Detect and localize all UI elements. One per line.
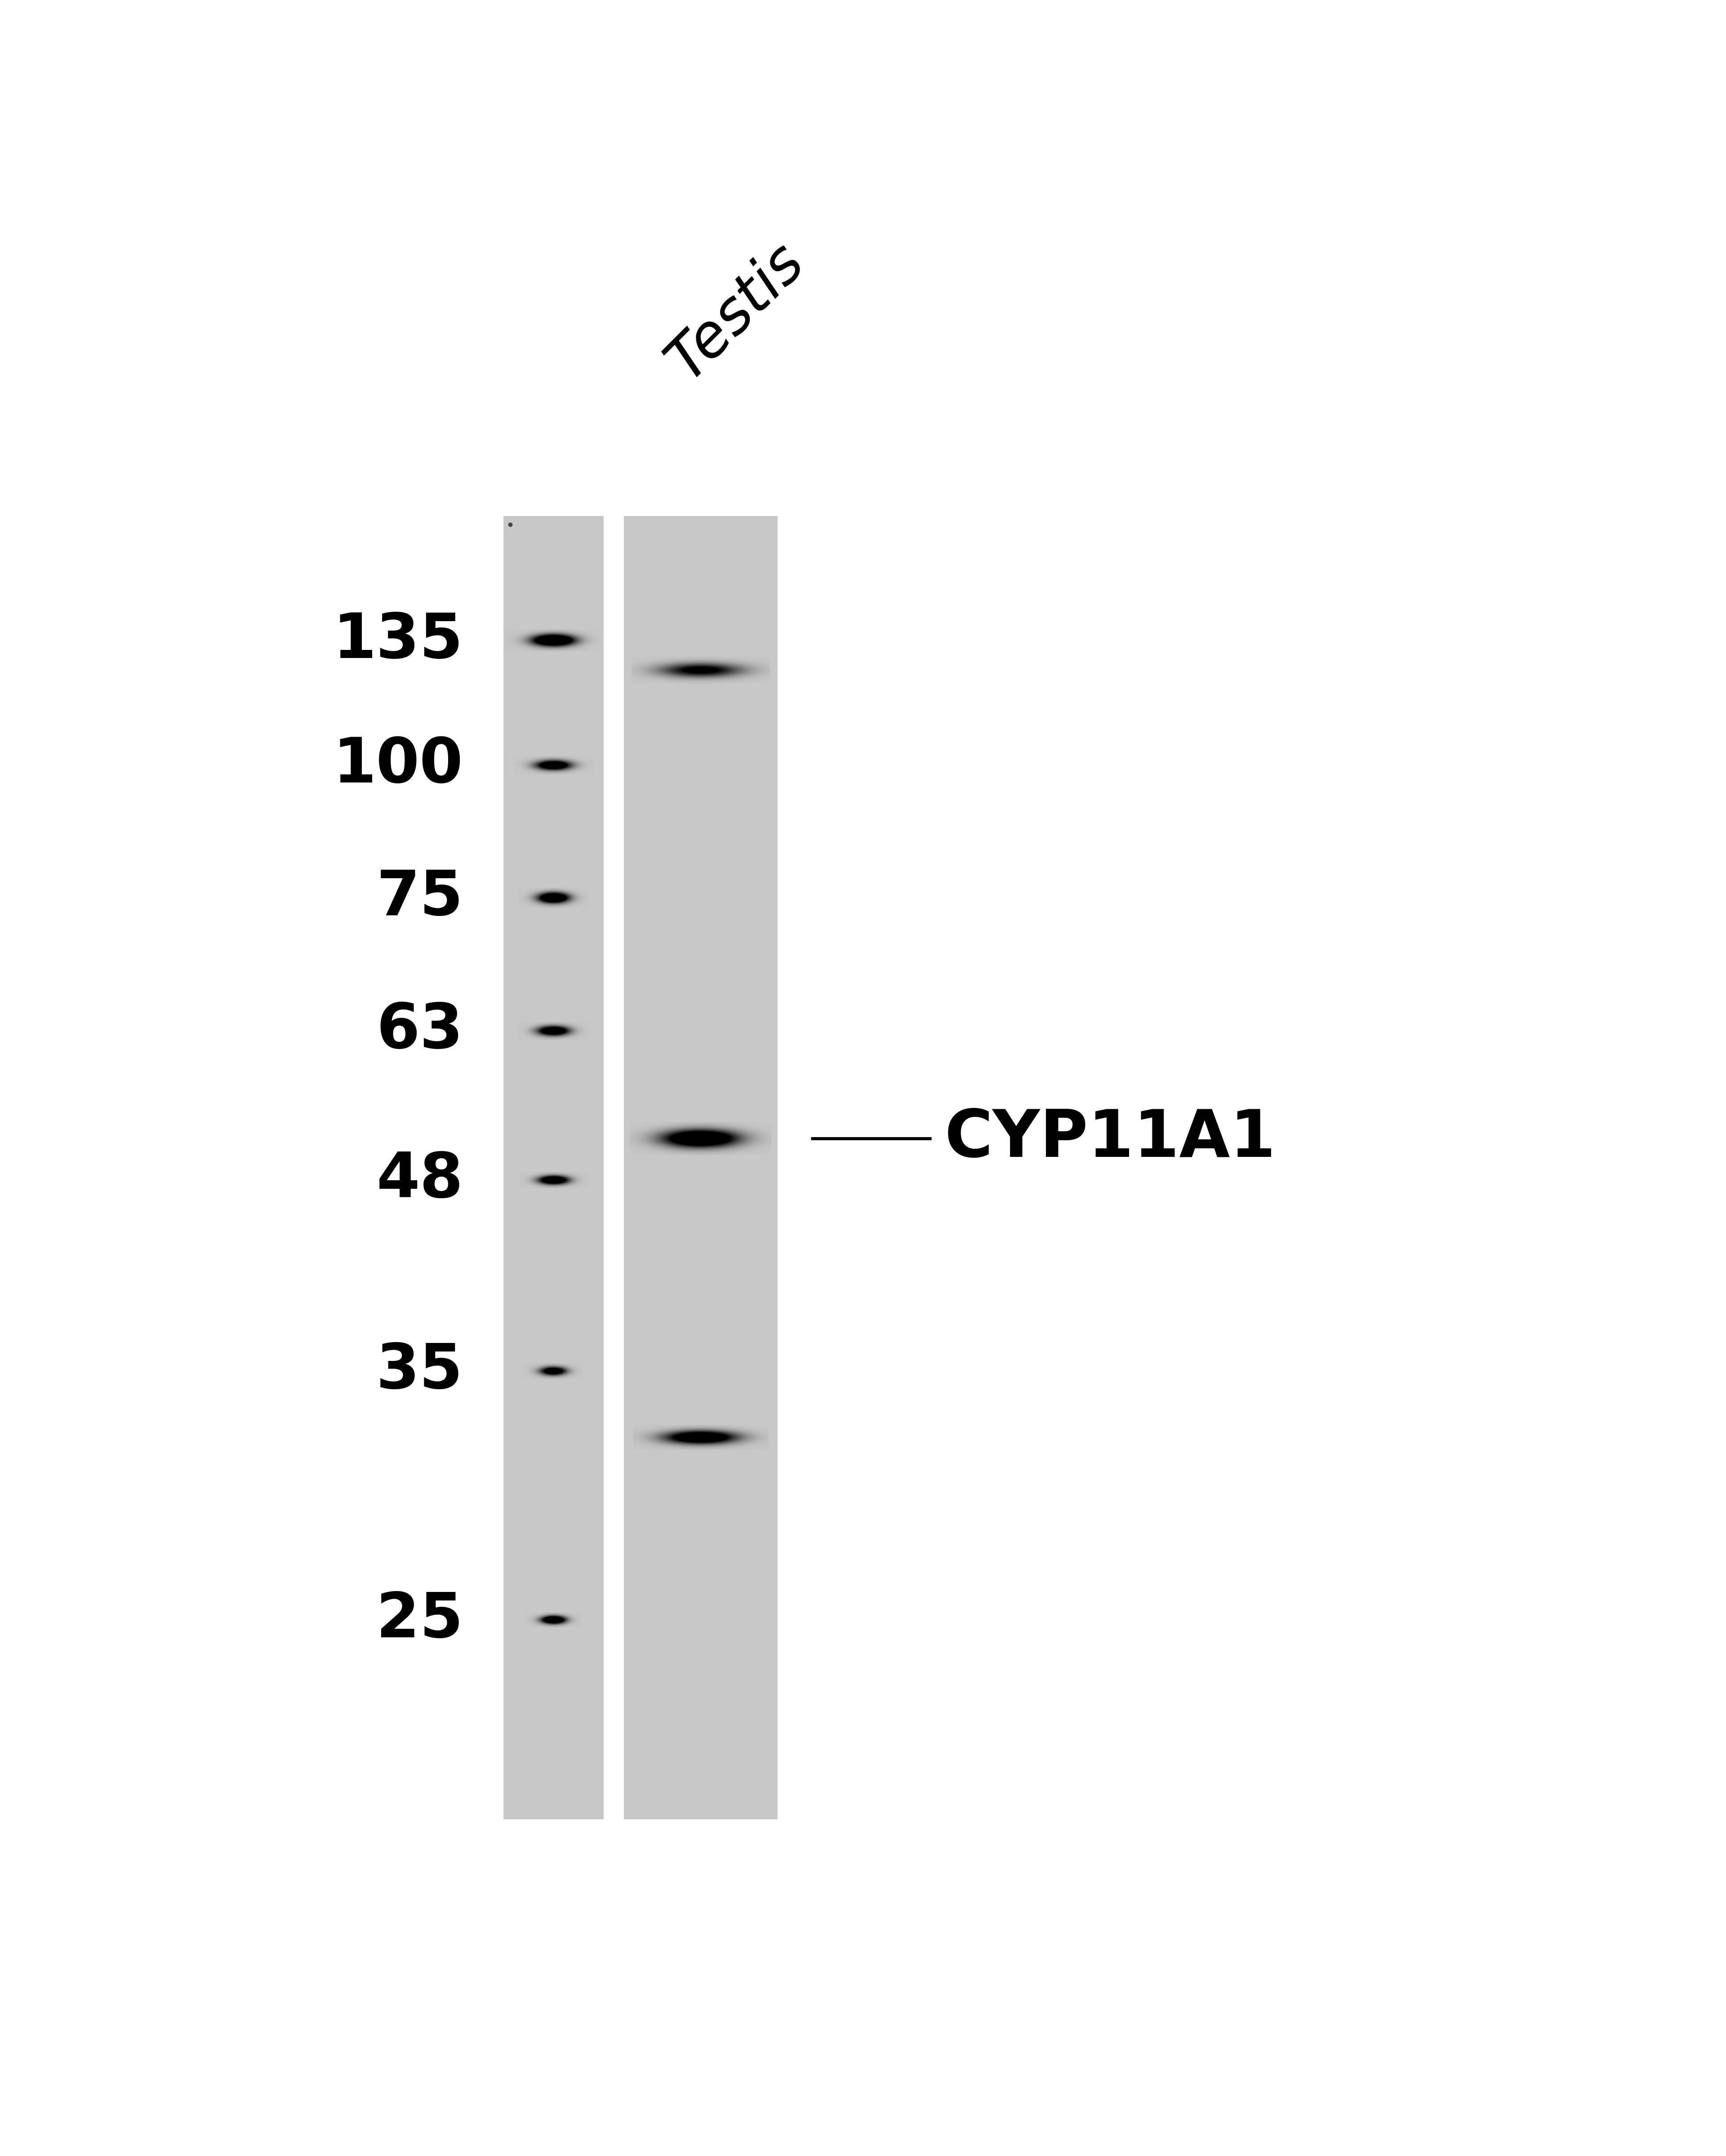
Text: 75: 75 xyxy=(376,867,463,929)
Text: 35: 35 xyxy=(376,1341,463,1401)
Bar xyxy=(623,515,777,1820)
Text: 100: 100 xyxy=(333,735,463,796)
Text: CYP11A1: CYP11A1 xyxy=(944,1106,1276,1171)
Text: Testis: Testis xyxy=(658,233,815,392)
Text: 25: 25 xyxy=(376,1589,463,1649)
Bar xyxy=(504,515,604,1820)
Text: 63: 63 xyxy=(376,1000,463,1061)
Text: 48: 48 xyxy=(376,1149,463,1210)
Text: 135: 135 xyxy=(333,610,463,671)
